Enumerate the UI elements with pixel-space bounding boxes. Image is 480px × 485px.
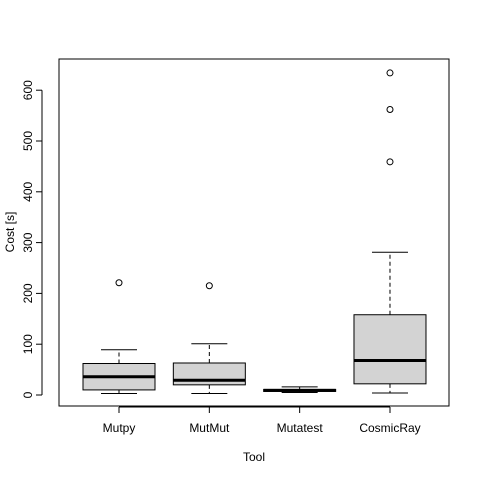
box-mutpy — [82, 279, 156, 394]
y-tick-label: 600 — [21, 80, 35, 100]
x-tick-label: MutMut — [189, 421, 230, 435]
y-axis-title: Cost [s] — [3, 212, 17, 253]
y-tick-label: 500 — [21, 131, 35, 151]
box-mutmut — [172, 282, 246, 394]
outlier-point — [205, 282, 213, 290]
outlier-point — [386, 158, 394, 166]
x-axis-title: Tool — [243, 450, 265, 464]
outlier-point — [386, 69, 394, 77]
y-tick-label: 400 — [21, 181, 35, 201]
outlier-point — [115, 279, 123, 287]
box-cosmicray — [353, 69, 427, 394]
x-tick-label: CosmicRay — [359, 421, 420, 435]
y-tick-label: 100 — [21, 334, 35, 354]
y-tick-label: 200 — [21, 283, 35, 303]
y-tick-label: 300 — [21, 232, 35, 252]
box-iqr — [353, 314, 427, 385]
x-tick-label: Mutatest — [277, 421, 324, 435]
plot-frame — [58, 58, 450, 407]
x-tick-label: Mutpy — [103, 421, 136, 435]
outlier-point — [386, 106, 394, 114]
box-mutatest — [263, 386, 337, 393]
y-tick-label: 0 — [21, 391, 35, 398]
